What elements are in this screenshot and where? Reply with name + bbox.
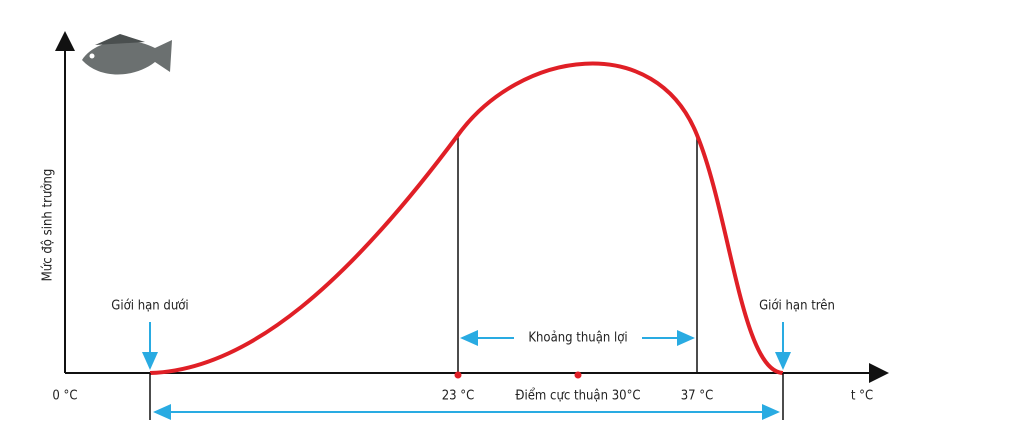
y-axis-label: Mức độ sinh trưởng xyxy=(41,169,56,282)
tick-dot xyxy=(574,371,582,379)
tick-label: Điểm cực thuận 30°C xyxy=(515,389,640,404)
fish-icon xyxy=(82,34,172,75)
growth-curve xyxy=(149,61,784,375)
tick-label: 23 °C xyxy=(442,389,475,404)
range-label: Khoảng thuận lợi xyxy=(528,331,627,346)
upper-limit-label: Giới hạn trên xyxy=(759,299,835,314)
lower-limit-label: Giới hạn dưới xyxy=(111,299,188,314)
tick-label: 37 °C xyxy=(681,389,714,404)
tick-dot xyxy=(454,371,462,379)
origin-label: 0 °C xyxy=(52,389,77,404)
x-axis-label: t °C xyxy=(851,389,873,404)
